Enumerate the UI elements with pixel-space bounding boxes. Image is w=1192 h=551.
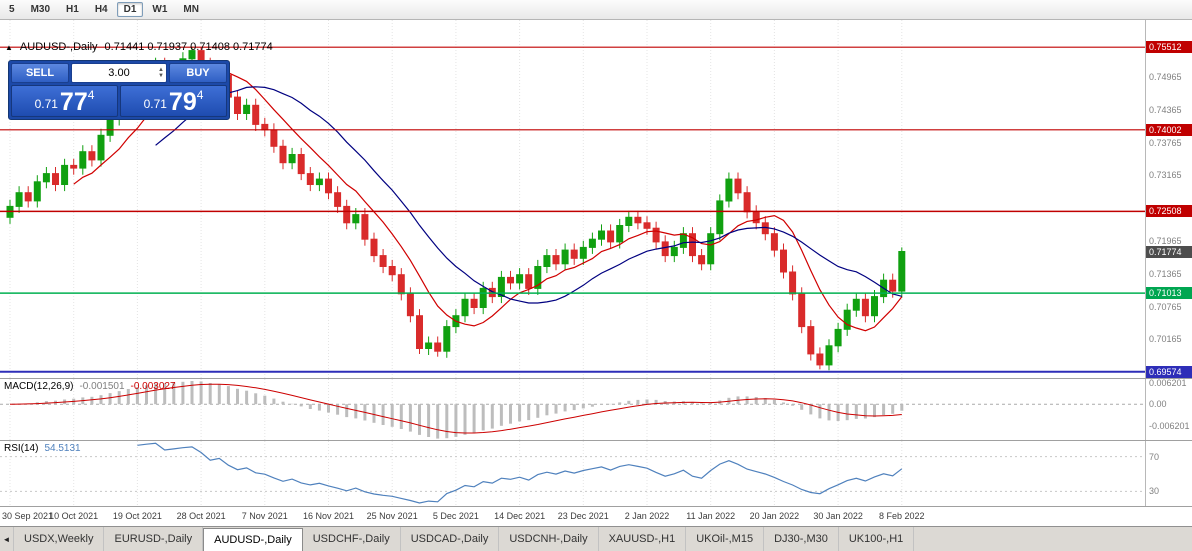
rsi-label: RSI(14) 54.5131 (4, 443, 81, 454)
chart-tabs: ◄ USDX,Weekly EURUSD-,Daily AUDUSD-,Daily US… (0, 526, 1192, 551)
axis-label: 0.73165 (1149, 170, 1182, 181)
rsi-value: 54.5131 (44, 443, 81, 454)
date-label: 5 Dec 2021 (432, 511, 479, 521)
chart-tab-usdx-weekly[interactable]: USDX,Weekly (14, 527, 105, 551)
buy-price-prefix: 0.71 (143, 97, 167, 111)
date-label: 25 Nov 2021 (366, 511, 418, 521)
chart-tab-eurusd-daily[interactable]: EURUSD-,Daily (104, 527, 204, 551)
timeframe-button-w1[interactable]: W1 (145, 2, 174, 17)
macd-value: -0.001501 (79, 381, 125, 392)
chart-tab-audusd-daily[interactable]: AUDUSD-,Daily (203, 528, 303, 551)
chart-tab-dj30-m30[interactable]: DJ30-,M30 (764, 527, 839, 551)
buy-button[interactable]: BUY (169, 63, 227, 83)
price-badge: 0.71013 (1146, 287, 1192, 300)
symbol-label: AUDUSD-,Daily (19, 41, 98, 53)
chart-tab-xauusd-h1[interactable]: XAUUSD-,H1 (599, 527, 687, 551)
price-badge: 0.72508 (1146, 205, 1192, 218)
axis-label: 0.71965 (1149, 236, 1182, 247)
volume-up-icon[interactable]: ▲ (158, 67, 164, 73)
timeframe-button-h1[interactable]: H1 (59, 2, 86, 17)
rsi-axis: 70 30 (1145, 441, 1192, 506)
ohlc-values: 0.71441 0.71937 0.71408 0.71774 (104, 41, 273, 53)
volume-down-icon[interactable]: ▼ (158, 73, 164, 79)
date-label: 19 Oct 2021 (112, 511, 162, 521)
price-badge: 0.75512 (1146, 41, 1192, 54)
timeframe-toolbar: 5 M30 H1 H4 D1 W1 MN (0, 0, 1192, 20)
collapse-panel-icon[interactable]: ▲ (5, 42, 13, 52)
buy-price-button[interactable]: 0.71 79 4 (120, 85, 227, 117)
price-axis[interactable]: 0.74965 0.74365 0.73765 0.73165 0.71965 0.713… (1145, 20, 1192, 378)
date-label: 16 Nov 2021 (302, 511, 355, 521)
axis-label: 0.71365 (1149, 268, 1182, 279)
macd-name: MACD(12,26,9) (4, 381, 74, 392)
axis-label: 0.70765 (1149, 301, 1182, 312)
chart-tab-uk100-h1[interactable]: UK100-,H1 (839, 527, 915, 551)
axis-label: 70 (1149, 451, 1160, 462)
sell-button[interactable]: SELL (11, 63, 69, 83)
axis-label: 0.73765 (1149, 137, 1182, 148)
date-label: 20 Jan 2022 (749, 511, 800, 521)
rsi-name: RSI(14) (4, 443, 39, 454)
rsi-chart (0, 441, 1145, 507)
timeframe-button-h4[interactable]: H4 (88, 2, 115, 17)
price-badge: 0.69574 (1146, 365, 1192, 378)
price-badge: 0.74002 (1146, 123, 1192, 136)
timeframe-button-m30[interactable]: M30 (24, 2, 57, 17)
date-label: 8 Feb 2022 (879, 511, 925, 521)
tab-scroll-left-icon[interactable]: ◄ (0, 527, 14, 551)
chart-tab-ukoil-m15[interactable]: UKOil-,M15 (686, 527, 765, 551)
main-chart-pane[interactable]: 0.74965 0.74365 0.73765 0.73165 0.71965 0.713… (0, 20, 1192, 378)
date-label: 30 Jan 2022 (813, 511, 863, 521)
date-label: 11 Jan 2022 (686, 511, 736, 521)
price-badge: 0.71774 (1146, 245, 1192, 258)
buy-price-pipette: 4 (196, 88, 204, 102)
buy-price-big: 79 (168, 88, 197, 116)
axis-label: 0.70165 (1149, 334, 1182, 345)
date-label: 10 Oct 2021 (49, 511, 99, 521)
date-label: 30 Sep 2021 (2, 511, 54, 521)
candlestick-chart[interactable] (0, 20, 1145, 378)
timeframe-button-5[interactable]: 5 (2, 2, 22, 17)
axis-label: 0.74365 (1149, 104, 1182, 115)
volume-field[interactable]: 3.00 ▲ ▼ (71, 63, 167, 83)
chart-title: ▲ AUDUSD-,Daily 0.71441 0.71937 0.71408 … (5, 41, 273, 53)
sell-price-button[interactable]: 0.71 77 4 (11, 85, 118, 117)
macd-label: MACD(12,26,9) -0.001501 -0.003027 (4, 381, 176, 392)
date-label: 2 Jan 2022 (624, 511, 670, 521)
timeframe-button-mn[interactable]: MN (176, 2, 206, 17)
chart-tab-usdcnh-daily[interactable]: USDCNH-,Daily (499, 527, 599, 551)
macd-indicator-pane: 0.006201 0.00 -0.006201 MACD(12,26,9) -0.0… (0, 377, 1192, 441)
timeframe-button-d1[interactable]: D1 (116, 2, 144, 17)
one-click-trading-panel: SELL 3.00 ▲ ▼ BUY 0.71 77 4 0.71 (8, 60, 230, 120)
axis-label: 0.006201 (1149, 377, 1187, 388)
date-label: 23 Dec 2021 (557, 511, 609, 521)
macd-axis: 0.006201 0.00 -0.006201 (1145, 377, 1192, 440)
rsi-indicator-pane: 70 30 RSI(14) 54.5131 (0, 440, 1192, 507)
axis-label: 0.00 (1149, 399, 1167, 410)
date-label: 28 Oct 2021 (176, 511, 226, 521)
axis-label: -0.006201 (1149, 420, 1190, 431)
date-label: 14 Dec 2021 (494, 511, 546, 521)
time-axis[interactable]: 30 Sep 2021 10 Oct 2021 19 Oct 2021 28 Oct … (0, 506, 1192, 526)
chart-tab-usdcad-daily[interactable]: USDCAD-,Daily (401, 527, 500, 551)
sell-price-pipette: 4 (87, 88, 95, 102)
date-label: 7 Nov 2021 (241, 511, 288, 521)
volume-value[interactable]: 3.00 (108, 67, 130, 79)
sell-price-big: 77 (59, 88, 88, 116)
macd-chart (0, 379, 1145, 441)
axis-label: 0.74965 (1149, 72, 1182, 83)
sell-price-prefix: 0.71 (34, 97, 58, 111)
chart-tab-usdchf-daily[interactable]: USDCHF-,Daily (303, 527, 401, 551)
macd-signal-value: -0.003027 (130, 381, 176, 392)
axis-label: 30 (1149, 486, 1160, 497)
